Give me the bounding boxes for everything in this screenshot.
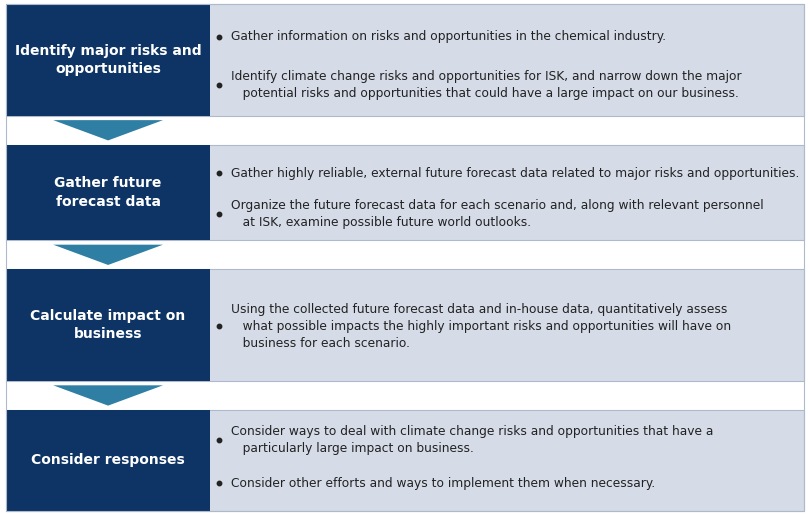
Polygon shape	[53, 120, 163, 141]
Bar	[6, 145, 804, 241]
Text: Gather future
forecast data: Gather future forecast data	[54, 176, 162, 209]
Bar	[6, 269, 210, 381]
Text: Consider other efforts and ways to implement them when necessary.: Consider other efforts and ways to imple…	[231, 476, 655, 490]
Text: Identify major risks and
opportunities: Identify major risks and opportunities	[15, 44, 202, 76]
Bar	[6, 145, 210, 241]
Bar	[6, 410, 804, 511]
Bar	[6, 4, 804, 116]
Bar	[6, 4, 210, 116]
Polygon shape	[53, 385, 163, 406]
Text: Consider ways to deal with climate change risks and opportunities that have a
  : Consider ways to deal with climate chang…	[231, 425, 713, 455]
Text: Gather highly reliable, external future forecast data related to major risks and: Gather highly reliable, external future …	[231, 167, 799, 180]
Bar	[6, 410, 210, 511]
Text: Using the collected future forecast data and in-house data, quantitatively asses: Using the collected future forecast data…	[231, 303, 731, 350]
Polygon shape	[53, 245, 163, 265]
Bar	[6, 269, 804, 381]
Text: Identify climate change risks and opportunities for ISK, and narrow down the maj: Identify climate change risks and opport…	[231, 70, 741, 100]
Text: Gather information on risks and opportunities in the chemical industry.: Gather information on risks and opportun…	[231, 30, 666, 43]
Text: Calculate impact on
business: Calculate impact on business	[31, 309, 185, 341]
Text: Consider responses: Consider responses	[32, 453, 185, 468]
Text: Organize the future forecast data for each scenario and, along with relevant per: Organize the future forecast data for ea…	[231, 199, 763, 229]
